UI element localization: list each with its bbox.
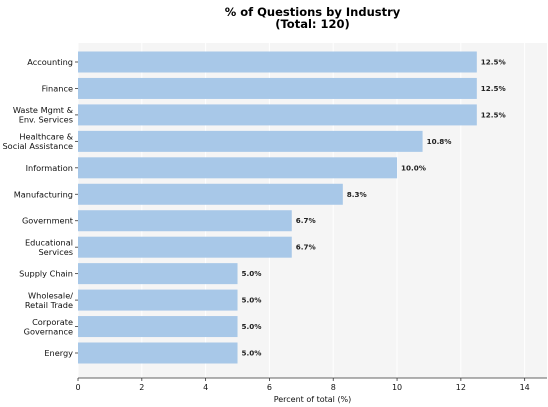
value-label: 10.0%	[401, 163, 426, 172]
bar	[78, 104, 477, 126]
x-tick-label: 2	[139, 383, 144, 392]
value-label: 12.5%	[481, 58, 506, 67]
value-label: 5.0%	[242, 269, 262, 278]
bar	[78, 263, 238, 285]
value-label: 5.0%	[242, 322, 262, 331]
category-label: Supply Chain	[19, 269, 73, 279]
category-label: Educational Services	[25, 237, 73, 257]
x-tick-label: 0	[75, 383, 80, 392]
value-label: 12.5%	[481, 110, 506, 119]
bar	[78, 130, 423, 152]
value-label: 5.0%	[242, 296, 262, 305]
category-label: Energy	[44, 348, 73, 358]
x-tick-label: 14	[520, 383, 530, 392]
category-label: Government	[22, 216, 74, 226]
x-tick-label: 12	[456, 383, 466, 392]
category-label: Information	[26, 163, 73, 173]
value-label: 10.8%	[427, 137, 452, 146]
x-tick-label: 6	[267, 383, 272, 392]
x-axis-label: Percent of total (%)	[274, 395, 352, 404]
value-labels: 12.5% 12.5% 12.5% 10.8% 10.0% 8.3% 6.7% 6.7% 5.0…	[242, 58, 506, 358]
bar	[78, 183, 343, 205]
bar	[78, 157, 398, 179]
value-label: 8.3%	[347, 190, 367, 199]
category-label: Wholesale/Retail Trade	[25, 290, 73, 310]
x-tick-labels: 0 2 4 6 8 10 12 14	[75, 378, 530, 392]
value-label: 6.7%	[296, 243, 316, 252]
value-label: 6.7%	[296, 216, 316, 225]
x-tick-label: 4	[203, 383, 208, 392]
chart-title: % of Questions by Industry (Total: 120)	[225, 5, 401, 31]
bar	[78, 316, 238, 338]
category-label: Corporate Governance	[24, 317, 73, 337]
bar	[78, 77, 477, 99]
bars	[78, 51, 477, 364]
bar	[78, 51, 477, 73]
x-tick-label: 8	[331, 383, 336, 392]
value-label: 5.0%	[242, 349, 262, 358]
chart-title-text: % of Questions by Industry (Total: 120)	[225, 5, 401, 31]
value-label: 12.5%	[481, 84, 506, 93]
bar	[78, 289, 238, 311]
category-label: Healthcare & Social Assistance	[2, 132, 73, 152]
bar	[78, 210, 292, 232]
bar	[78, 236, 292, 258]
bar	[78, 342, 238, 364]
category-label: Waste Mgmt & Env. Services	[13, 105, 74, 125]
category-label: Accounting	[27, 57, 73, 67]
category-label: Finance	[42, 83, 73, 93]
category-label: Manufacturing	[14, 189, 73, 199]
category-labels: Accounting Finance Waste Mgmt & Env. Servic…	[2, 57, 78, 358]
x-tick-label: 10	[392, 383, 402, 392]
